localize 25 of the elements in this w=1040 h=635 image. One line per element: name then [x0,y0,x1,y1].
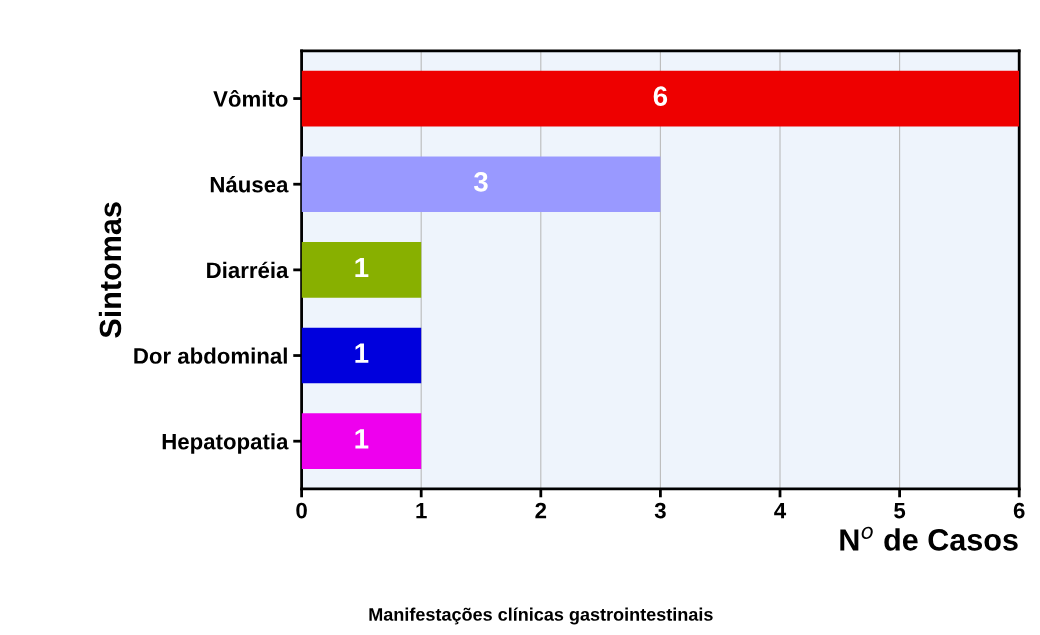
x-tick-label: 2 [535,502,547,519]
data-label: 6 [653,86,668,107]
y-tick-label: Dor abdominal [134,347,287,364]
data-label: 3 [473,172,488,192]
y-tick-label: Diarréia [207,261,289,279]
bar [301,242,422,298]
bar [301,156,661,213]
y-tick-label: Náusea [210,175,289,193]
x-tick-label: 6 [1013,502,1025,519]
x-tick-label: 3 [654,502,666,519]
x-axis-title: N$^{o}$ de Casos [840,526,1018,551]
x-tick-label: 4 [774,502,787,519]
data-label: 1 [355,429,369,449]
x-tick-label: 0 [296,502,307,519]
text: Manifestações clínicas gastrointestinais [369,607,713,625]
y-tick-label: Hepatopatia [162,433,289,454]
data-label: 1 [355,257,369,278]
bar [301,327,422,384]
bar [301,70,1020,127]
x-tick-label: 1 [416,502,427,519]
y-tick-label: Vômito [213,90,288,107]
y-axis-title: Sintomas [98,202,122,338]
data-label: 1 [355,343,369,363]
x-tick-label: 5 [894,502,906,519]
bar [301,413,422,470]
